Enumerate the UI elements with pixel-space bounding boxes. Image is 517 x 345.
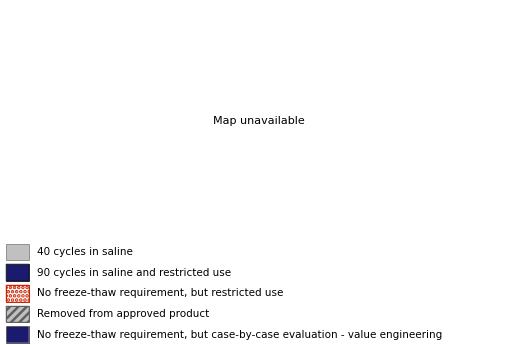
Bar	[6, 264, 29, 281]
Bar	[6, 264, 29, 281]
Text: No freeze-thaw requirement, but case-by-case evaluation - value engineering: No freeze-thaw requirement, but case-by-…	[37, 330, 443, 339]
Bar	[6, 306, 29, 322]
Bar	[6, 306, 29, 322]
Text: Removed from approved product: Removed from approved product	[37, 309, 209, 319]
Text: Map unavailable: Map unavailable	[212, 116, 305, 126]
Text: 90 cycles in saline and restricted use: 90 cycles in saline and restricted use	[37, 268, 231, 277]
Bar	[6, 326, 29, 343]
Text: 40 cycles in saline: 40 cycles in saline	[37, 247, 133, 257]
Bar	[6, 285, 29, 302]
Bar	[6, 326, 29, 343]
Bar	[6, 285, 29, 302]
Text: No freeze-thaw requirement, but restricted use: No freeze-thaw requirement, but restrict…	[37, 288, 284, 298]
Bar	[6, 244, 29, 260]
